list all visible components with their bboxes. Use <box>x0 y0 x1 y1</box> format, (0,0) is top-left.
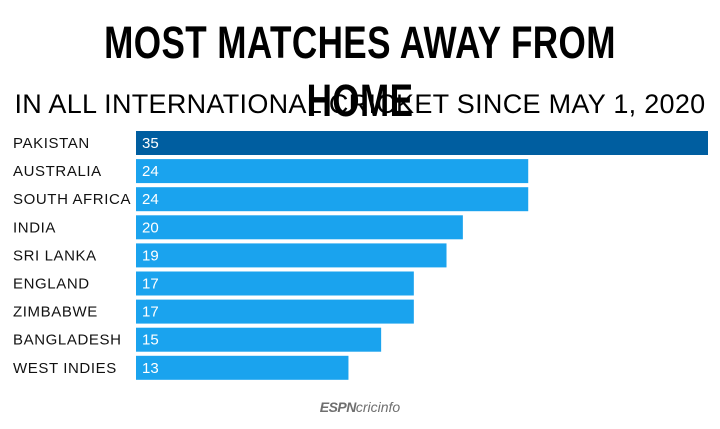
value-label-west-indies: 13 <box>142 360 159 377</box>
value-label-india: 20 <box>142 219 159 236</box>
bar-south-africa <box>136 187 529 212</box>
chart-subtitle: IN ALL INTERNATIONAL CRICKET SINCE MAY 1… <box>14 89 706 119</box>
bar-pakistan <box>136 131 708 155</box>
chart-title: MOST MATCHES AWAY FROM HOME <box>104 17 616 126</box>
value-label-bangladesh: 15 <box>142 332 159 349</box>
bar-zimbabwe <box>136 299 414 324</box>
logo-espn: ESPN <box>319 399 357 415</box>
value-label-sri-lanka: 19 <box>142 247 159 264</box>
category-label-west-indies: WEST INDIES <box>13 360 117 377</box>
logo-cricinfo: cricinfo <box>355 399 401 415</box>
value-label-england: 17 <box>142 276 159 293</box>
bar-india <box>136 215 463 240</box>
category-label-zimbabwe: ZIMBABWE <box>13 304 98 321</box>
category-label-south-africa: SOUTH AFRICA <box>13 191 131 208</box>
value-label-south-africa: 24 <box>142 191 159 208</box>
value-label-zimbabwe: 17 <box>142 304 159 321</box>
category-label-india: INDIA <box>13 219 56 236</box>
value-label-pakistan: 35 <box>142 135 159 152</box>
category-label-australia: AUSTRALIA <box>13 163 102 180</box>
category-label-sri-lanka: SRI LANKA <box>13 247 97 264</box>
bar-australia <box>136 159 529 184</box>
bar-bangladesh <box>136 327 382 352</box>
bar-sri-lanka <box>136 243 447 268</box>
bar-england <box>136 271 414 296</box>
bar-west-indies <box>136 355 349 380</box>
value-label-australia: 24 <box>142 163 159 180</box>
category-label-pakistan: PAKISTAN <box>13 135 90 152</box>
category-label-bangladesh: BANGLADESH <box>13 332 122 349</box>
espncricinfo-logo: ESPNcricinfo <box>0 398 720 416</box>
category-label-england: ENGLAND <box>13 276 90 293</box>
